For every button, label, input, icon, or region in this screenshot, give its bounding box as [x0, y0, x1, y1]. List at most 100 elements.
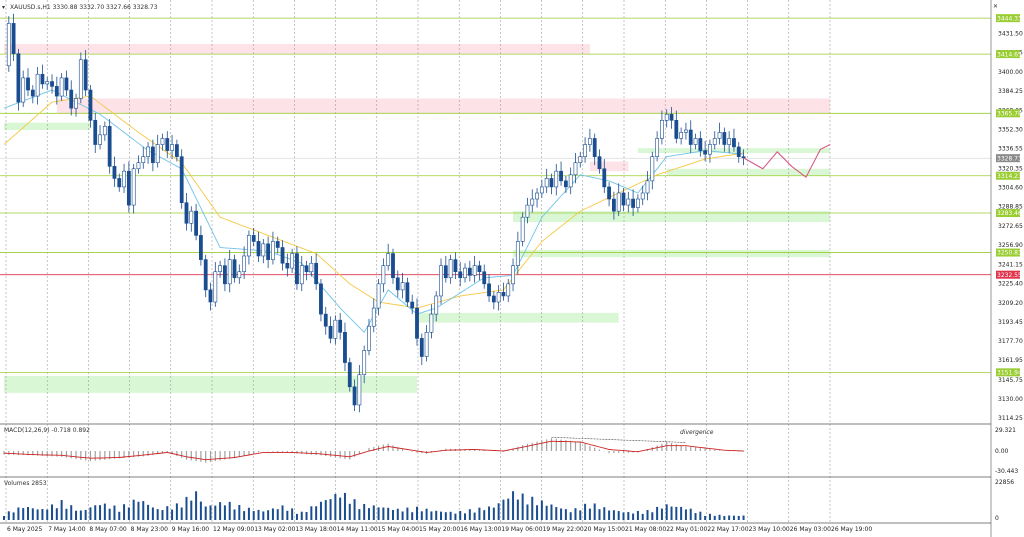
candle[interactable]: [309, 255, 314, 277]
candle[interactable]: [669, 106, 674, 129]
candle[interactable]: [496, 285, 501, 311]
candle[interactable]: [616, 183, 621, 216]
time-axis[interactable]: 6 May 2025 7 May 14:00 8 May 07:00 8 May 23…: [7, 526, 872, 533]
candle[interactable]: [266, 236, 271, 269]
candle[interactable]: [275, 236, 280, 254]
candle[interactable]: [415, 298, 419, 346]
candle[interactable]: [664, 109, 669, 128]
candle[interactable]: [660, 110, 664, 145]
candle[interactable]: [165, 131, 170, 158]
candle[interactable]: [506, 278, 511, 303]
candle[interactable]: [717, 122, 722, 145]
candle[interactable]: [501, 282, 506, 301]
candle[interactable]: [703, 140, 708, 162]
candle[interactable]: [247, 230, 251, 265]
candle[interactable]: [122, 163, 126, 193]
candle[interactable]: [477, 260, 482, 281]
candle[interactable]: [227, 249, 232, 293]
candle[interactable]: [626, 191, 631, 213]
candle[interactable]: [93, 113, 98, 154]
candle[interactable]: [40, 64, 45, 89]
candle[interactable]: [573, 153, 578, 184]
candle[interactable]: [155, 134, 160, 168]
candle[interactable]: [352, 379, 357, 412]
candle[interactable]: [136, 155, 141, 174]
candle[interactable]: [362, 345, 367, 384]
candle[interactable]: [650, 151, 655, 190]
candle[interactable]: [35, 66, 40, 105]
candle[interactable]: [179, 149, 184, 209]
candle[interactable]: [328, 316, 333, 344]
candle[interactable]: [698, 131, 703, 157]
candle[interactable]: [323, 306, 328, 335]
candle[interactable]: [59, 73, 64, 101]
candle[interactable]: [107, 119, 112, 174]
candle[interactable]: [515, 231, 520, 275]
candle[interactable]: [367, 318, 371, 356]
candle[interactable]: [280, 240, 285, 271]
candle[interactable]: [636, 194, 640, 213]
candle[interactable]: [467, 260, 472, 282]
candle[interactable]: [218, 260, 223, 278]
candle[interactable]: [285, 253, 290, 277]
candle[interactable]: [194, 203, 198, 241]
candle[interactable]: [405, 277, 410, 307]
candle[interactable]: [525, 197, 530, 224]
candle[interactable]: [347, 357, 352, 392]
candle[interactable]: [439, 258, 443, 305]
candle[interactable]: [256, 231, 261, 263]
candle[interactable]: [535, 188, 539, 208]
collapse-icon[interactable]: ▾: [2, 4, 5, 11]
candle[interactable]: [487, 274, 491, 303]
candle[interactable]: [78, 52, 83, 104]
candle[interactable]: [592, 133, 597, 166]
candle[interactable]: [126, 161, 131, 213]
price-axis[interactable]: 3431.503415.853400.003384.253368.053352.…: [998, 31, 1023, 422]
candle[interactable]: [727, 131, 732, 154]
candle[interactable]: [170, 134, 174, 160]
candle[interactable]: [74, 93, 78, 117]
candle[interactable]: [645, 171, 650, 201]
candle[interactable]: [578, 151, 583, 168]
candle[interactable]: [679, 127, 684, 145]
candle[interactable]: [544, 168, 549, 193]
candle[interactable]: [511, 258, 515, 292]
candle[interactable]: [223, 258, 227, 292]
candle[interactable]: [640, 185, 645, 206]
candle[interactable]: [395, 270, 400, 298]
candle[interactable]: [30, 85, 35, 104]
candle[interactable]: [69, 80, 74, 116]
candle[interactable]: [568, 167, 573, 195]
candle[interactable]: [299, 255, 304, 292]
candle[interactable]: [54, 76, 59, 105]
candle[interactable]: [559, 161, 563, 186]
candle[interactable]: [237, 264, 242, 284]
candle[interactable]: [429, 304, 434, 339]
candle[interactable]: [631, 189, 636, 216]
candle[interactable]: [583, 137, 587, 163]
candle[interactable]: [338, 312, 343, 340]
candle[interactable]: [453, 252, 458, 279]
candle[interactable]: [11, 13, 16, 61]
candle[interactable]: [400, 272, 405, 299]
candle[interactable]: [708, 139, 712, 163]
candle[interactable]: [16, 48, 21, 111]
candle[interactable]: [314, 253, 319, 290]
candle[interactable]: [611, 191, 616, 220]
candle[interactable]: [621, 188, 626, 212]
candle[interactable]: [597, 149, 602, 174]
candle[interactable]: [520, 212, 525, 247]
candle[interactable]: [472, 255, 477, 283]
candle[interactable]: [261, 239, 266, 264]
candle[interactable]: [607, 182, 611, 207]
close-icon[interactable]: ✕: [993, 3, 998, 10]
candle[interactable]: [242, 246, 247, 279]
candle[interactable]: [146, 142, 150, 164]
candle[interactable]: [554, 163, 559, 196]
candle[interactable]: [482, 264, 487, 289]
candle[interactable]: [448, 254, 453, 284]
candle[interactable]: [539, 179, 544, 198]
candle[interactable]: [333, 315, 338, 345]
candle[interactable]: [722, 127, 727, 152]
